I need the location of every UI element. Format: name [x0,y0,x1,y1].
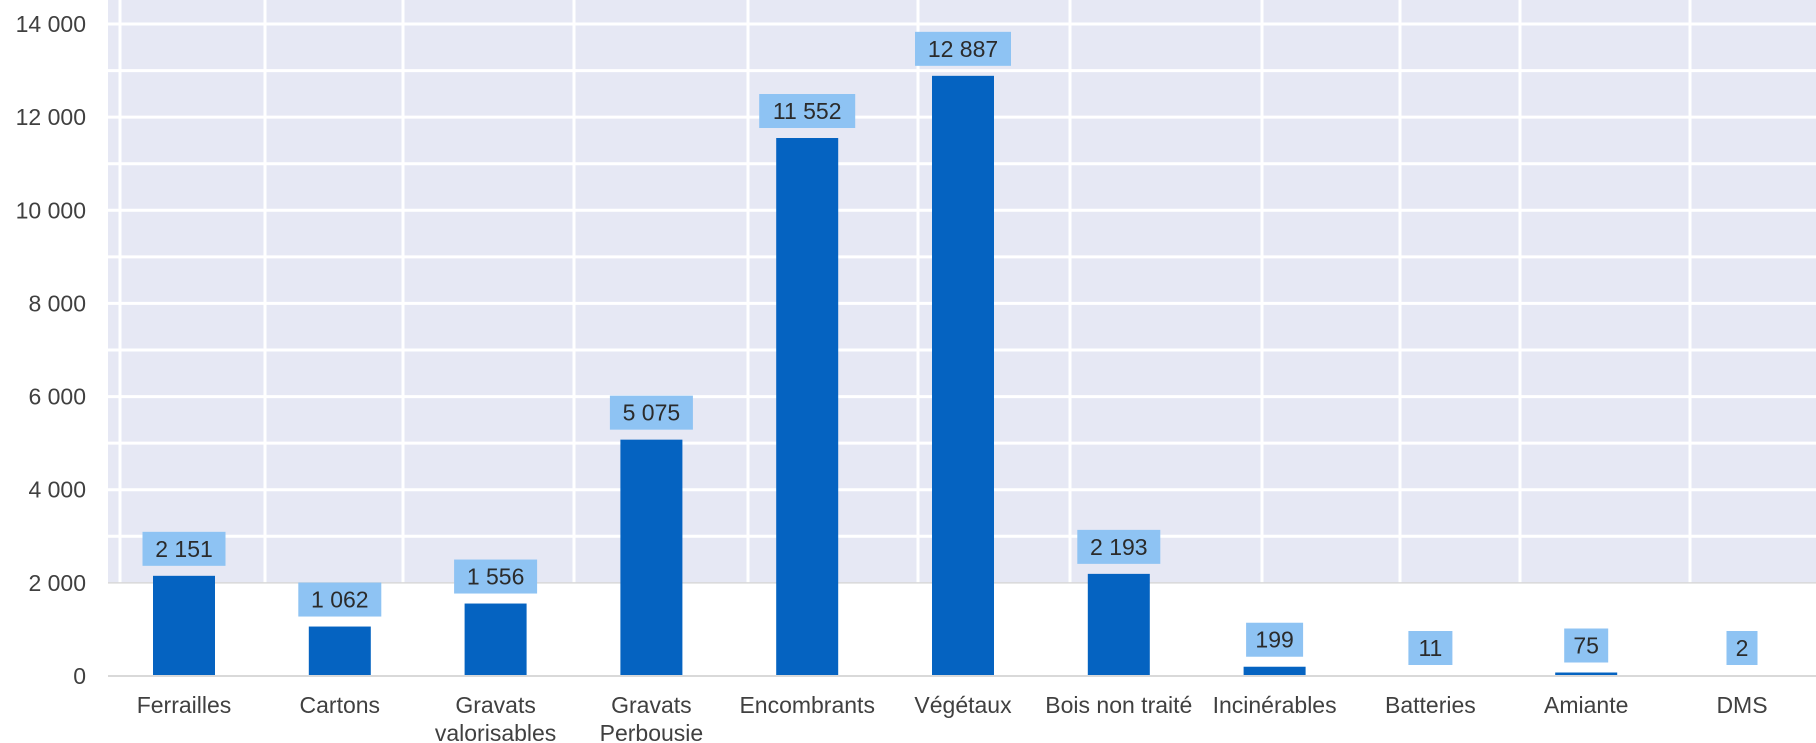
data-label-value: 75 [1573,633,1599,659]
data-label-value: 11 [1418,635,1442,661]
category-label-line: Incinérables [1213,692,1337,718]
data-label: 199 [1246,622,1304,657]
data-label: 2 193 [1077,529,1161,564]
y-tick-label: 0 [73,663,86,689]
data-label: 12 887 [915,31,1011,66]
y-tick-label: 6 000 [28,384,86,410]
data-label: 5 075 [609,395,693,430]
bar [1243,666,1306,676]
bar [620,439,683,676]
data-label-value: 1 062 [311,587,369,613]
data-label-box [1726,631,1758,665]
category-label: Cartons [300,692,381,718]
category-label-line: Encombrants [739,692,875,718]
data-label-value: 5 075 [623,400,681,426]
category-label-line: Végétaux [914,692,1012,718]
y-tick-label: 12 000 [16,104,86,130]
data-label-box [142,531,226,566]
data-labels: 2 151 1 062 1 556 5 075 11 552 12 887 2 193 199… [142,31,1758,665]
category-label: Ferrailles [137,692,232,718]
category-label: Batteries [1385,692,1476,718]
category-label-line: Bois non traité [1045,692,1192,718]
category-label: Amiante [1544,692,1628,718]
bar [464,603,527,676]
data-label: 11 552 [759,94,856,129]
data-label-box [915,31,1011,66]
category-label: Incinérables [1213,692,1337,718]
data-label-box [1246,622,1304,657]
data-label-value: 2 [1736,635,1749,661]
data-label-box [609,395,693,430]
data-label: 1 062 [298,582,382,617]
data-label-box [759,94,856,129]
category-label-line: Amiante [1544,692,1628,718]
data-label-value: 12 887 [928,36,998,62]
bar [932,75,994,677]
bar [1087,573,1150,676]
data-label: 2 151 [142,531,226,566]
data-label-value: 2 151 [155,536,213,562]
category-label: Gravats valorisables [435,692,556,743]
y-tick-label: 4 000 [28,477,86,503]
data-label: 1 556 [454,559,538,594]
y-axis-tick-labels: 0 2 000 4 000 6 000 8 000 10 000 12 000 14 000 [16,11,86,689]
category-label-line: Ferrailles [137,692,232,718]
category-label: DMS [1716,692,1767,718]
data-label-value: 11 552 [773,98,842,124]
data-label-value: 1 556 [467,564,525,590]
category-label-line: DMS [1716,692,1767,718]
category-label-line: valorisables [435,720,556,743]
data-label-value: 2 193 [1090,534,1148,560]
data-label: 11 [1408,631,1453,665]
bar [308,626,371,676]
bar [776,138,839,677]
data-label-box [454,559,538,594]
category-label: Bois non traité [1045,692,1192,718]
category-label-line: Gravats [455,692,536,718]
data-label-box [1077,529,1161,564]
y-tick-label: 8 000 [28,290,86,316]
data-label-value: 199 [1255,627,1293,653]
data-label: 75 [1564,628,1609,663]
data-label-box [1408,631,1453,665]
bar [153,575,215,676]
category-label: Végétaux [914,692,1012,718]
data-label: 2 [1726,631,1758,665]
y-tick-label: 14 000 [16,11,86,37]
category-label: Encombrants [739,692,875,718]
category-label: Gravats Perbousie [600,692,704,743]
bar [1555,672,1618,676]
category-label-line: Cartons [300,692,381,718]
data-label-box [298,582,382,617]
category-label-line: Gravats [611,692,692,718]
category-label-line: Batteries [1385,692,1476,718]
y-tick-label: 10 000 [16,197,86,223]
category-label-line: Perbousie [600,720,704,743]
bar-series [153,75,1773,677]
data-label-box [1564,628,1609,663]
y-tick-label: 2 000 [28,570,86,596]
x-axis-category-labels: Ferrailles Cartons Gravats valorisablesGrav… [137,692,1768,743]
